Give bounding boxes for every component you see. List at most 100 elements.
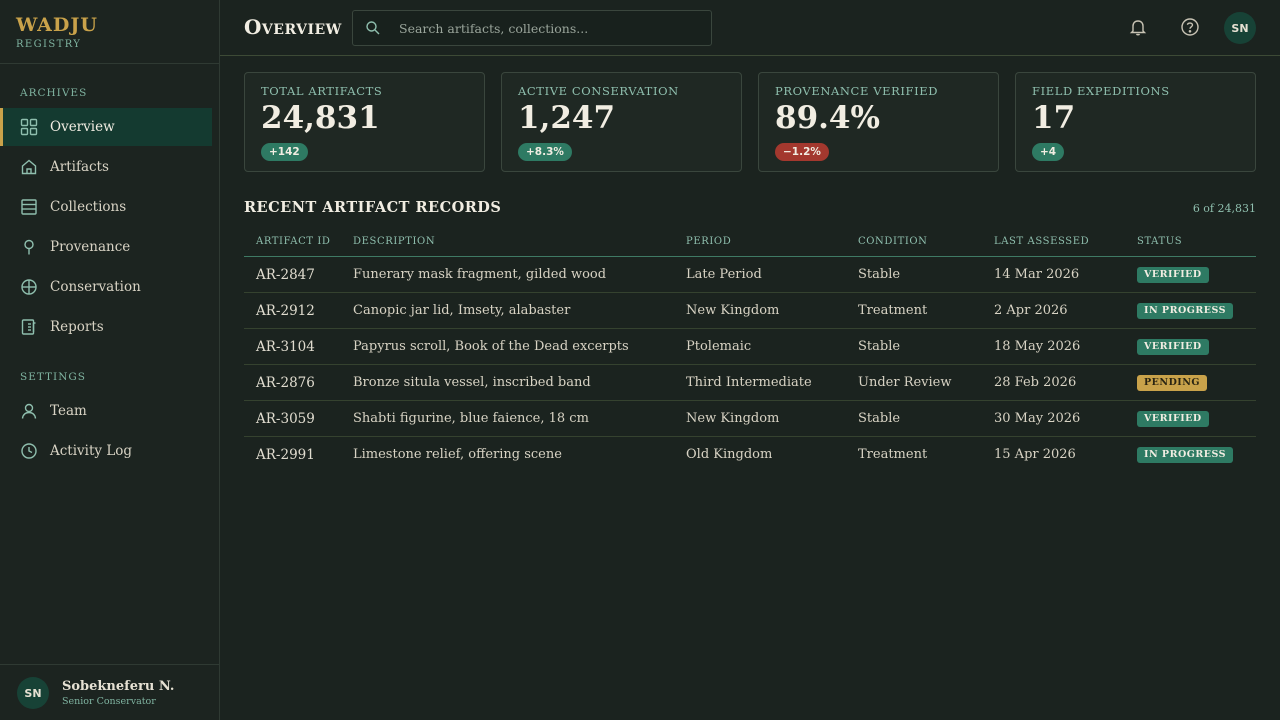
sidebar-item-collections[interactable]: Collections bbox=[0, 188, 212, 226]
table-row[interactable]: AR-3059 Shabti figurine, blue faience, 18… bbox=[244, 401, 1256, 437]
user-role: Senior Conservator bbox=[62, 696, 156, 707]
brand-logo[interactable]: WADJU REGISTRY bbox=[16, 14, 98, 50]
table-row[interactable]: AR-3104 Papyrus scroll, Book of the Dead … bbox=[244, 329, 1256, 365]
stat-value: 24,831 bbox=[261, 100, 380, 136]
status-badge: VERIFIED bbox=[1137, 339, 1209, 355]
stat-card-provenance-verified: PROVENANCE VERIFIED 89.4% −1.2% bbox=[758, 72, 999, 172]
status-badge: VERIFIED bbox=[1137, 267, 1209, 283]
column-header-period[interactable]: PERIOD bbox=[686, 236, 732, 247]
cell-artifact-id: AR-2876 bbox=[256, 375, 315, 391]
report-icon bbox=[20, 318, 38, 336]
avatar: SN bbox=[17, 677, 49, 709]
stat-card-field-expeditions: FIELD EXPEDITIONS 17 +4 bbox=[1015, 72, 1256, 172]
stat-delta-badge: −1.2% bbox=[775, 143, 829, 161]
table-header-divider bbox=[244, 256, 1256, 257]
clock-icon bbox=[20, 442, 38, 460]
sidebar-item-label: Overview bbox=[50, 119, 115, 135]
stat-value: 17 bbox=[1032, 100, 1076, 136]
user-name: Sobekneferu N. bbox=[62, 679, 175, 694]
user-icon bbox=[20, 402, 38, 420]
sidebar-item-label: Collections bbox=[50, 199, 127, 215]
cell-last-assessed: 14 Mar 2026 bbox=[994, 267, 1080, 282]
cell-period: Third Intermediate bbox=[686, 375, 812, 390]
cell-artifact-id: AR-3104 bbox=[256, 339, 315, 355]
status-badge: IN PROGRESS bbox=[1137, 447, 1234, 463]
cell-period: New Kingdom bbox=[686, 303, 780, 318]
compass-icon bbox=[20, 278, 38, 296]
sidebar-item-label: Activity Log bbox=[50, 443, 133, 459]
status-badge: PENDING bbox=[1137, 375, 1208, 391]
cell-condition: Stable bbox=[858, 411, 901, 426]
search-box bbox=[352, 10, 712, 46]
stat-value: 1,247 bbox=[518, 100, 616, 136]
status-badge: VERIFIED bbox=[1137, 411, 1209, 427]
record-count: 6 of 24,831 bbox=[1192, 202, 1256, 215]
stack-icon bbox=[20, 198, 38, 216]
stat-value: 89.4% bbox=[775, 100, 880, 136]
sidebar-item-label: Team bbox=[50, 403, 87, 419]
stat-card-active-conservation: ACTIVE CONSERVATION 1,247 +8.3% bbox=[501, 72, 742, 172]
cell-condition: Treatment bbox=[858, 303, 928, 318]
cell-last-assessed: 2 Apr 2026 bbox=[994, 303, 1068, 318]
user-profile[interactable]: SN Sobekneferu N. Senior Conservator bbox=[0, 664, 219, 720]
brand-subtitle: REGISTRY bbox=[16, 39, 82, 50]
top-bar: Overview SN bbox=[220, 0, 1280, 56]
brand-name: WADJU bbox=[16, 14, 98, 36]
stat-label: TOTAL ARTIFACTS bbox=[261, 84, 383, 98]
cell-description: Canopic jar lid, Imsety, alabaster bbox=[353, 303, 571, 318]
table-row[interactable]: AR-2991 Limestone relief, offering scene O… bbox=[244, 437, 1256, 473]
stat-label: FIELD EXPEDITIONS bbox=[1032, 84, 1170, 98]
sidebar-item-overview[interactable]: Overview bbox=[0, 108, 212, 146]
column-header-status[interactable]: STATUS bbox=[1137, 236, 1183, 247]
column-header-condition[interactable]: CONDITION bbox=[858, 236, 928, 247]
sidebar-item-artifacts[interactable]: Artifacts bbox=[0, 148, 212, 186]
cell-condition: Stable bbox=[858, 339, 901, 354]
cell-period: Old Kingdom bbox=[686, 447, 773, 462]
sidebar-item-label: Provenance bbox=[50, 239, 131, 255]
status-badge: IN PROGRESS bbox=[1137, 303, 1234, 319]
search-icon bbox=[366, 21, 380, 35]
page-title: Overview bbox=[244, 15, 342, 39]
stat-label: PROVENANCE VERIFIED bbox=[775, 84, 939, 98]
help-icon[interactable] bbox=[1180, 17, 1200, 37]
cell-condition: Treatment bbox=[858, 447, 928, 462]
sidebar-item-activity-log[interactable]: Activity Log bbox=[0, 432, 212, 470]
stat-delta-badge: +8.3% bbox=[518, 143, 572, 161]
sidebar-item-team[interactable]: Team bbox=[0, 392, 212, 430]
map-pin-icon bbox=[20, 238, 38, 256]
table-row[interactable]: AR-2912 Canopic jar lid, Imsety, alabaste… bbox=[244, 293, 1256, 329]
cell-description: Funerary mask fragment, gilded wood bbox=[353, 267, 607, 282]
column-header-artifact-id[interactable]: ARTIFACT ID bbox=[256, 236, 331, 247]
column-header-description[interactable]: DESCRIPTION bbox=[353, 236, 436, 247]
column-header-last-assessed[interactable]: LAST ASSESSED bbox=[994, 236, 1090, 247]
cell-description: Papyrus scroll, Book of the Dead excerpt… bbox=[353, 339, 629, 354]
search-input[interactable] bbox=[399, 11, 699, 45]
cell-description: Shabti figurine, blue faience, 18 cm bbox=[353, 411, 589, 426]
sidebar-item-label: Conservation bbox=[50, 279, 141, 295]
stat-card-total-artifacts: TOTAL ARTIFACTS 24,831 +142 bbox=[244, 72, 485, 172]
cell-description: Bronze situla vessel, inscribed band bbox=[353, 375, 591, 390]
cell-artifact-id: AR-2991 bbox=[256, 447, 315, 463]
header-avatar[interactable]: SN bbox=[1224, 12, 1256, 44]
cell-last-assessed: 18 May 2026 bbox=[994, 339, 1081, 354]
table-row[interactable]: AR-2847 Funerary mask fragment, gilded wo… bbox=[244, 257, 1256, 293]
cell-condition: Stable bbox=[858, 267, 901, 282]
divider bbox=[0, 63, 219, 64]
sidebar-item-reports[interactable]: Reports bbox=[0, 308, 212, 346]
section-label-archives: ARCHIVES bbox=[20, 87, 88, 99]
table-row[interactable]: AR-2876 Bronze situla vessel, inscribed b… bbox=[244, 365, 1256, 401]
cell-period: Late Period bbox=[686, 267, 762, 282]
bell-icon[interactable] bbox=[1128, 17, 1148, 37]
stat-delta-badge: +142 bbox=[261, 143, 308, 161]
section-label-settings: SETTINGS bbox=[20, 371, 86, 383]
cell-period: New Kingdom bbox=[686, 411, 780, 426]
sidebar-item-conservation[interactable]: Conservation bbox=[0, 268, 212, 306]
sidebar-item-provenance[interactable]: Provenance bbox=[0, 228, 212, 266]
sidebar-item-label: Reports bbox=[50, 319, 104, 335]
cell-last-assessed: 30 May 2026 bbox=[994, 411, 1081, 426]
cell-description: Limestone relief, offering scene bbox=[353, 447, 562, 462]
cell-last-assessed: 15 Apr 2026 bbox=[994, 447, 1076, 462]
stat-delta-badge: +4 bbox=[1032, 143, 1065, 161]
cell-artifact-id: AR-3059 bbox=[256, 411, 315, 427]
cell-condition: Under Review bbox=[858, 375, 952, 390]
